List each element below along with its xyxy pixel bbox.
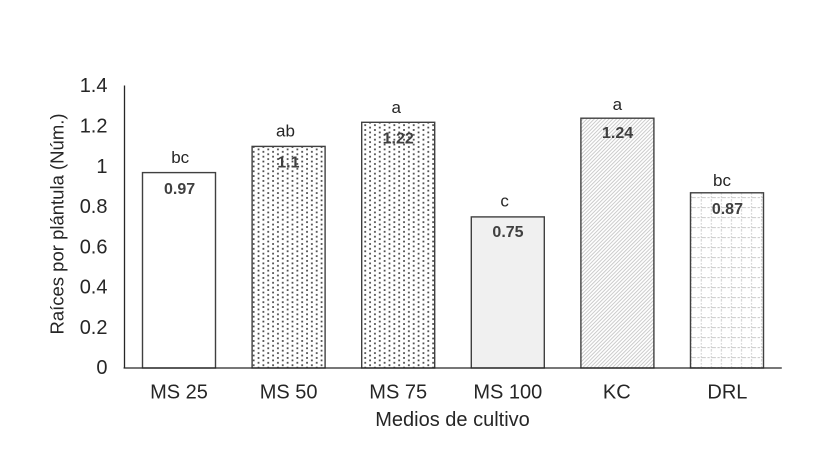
svg-text:Raíces por plántula (Núm.): Raíces por plántula (Núm.) — [47, 113, 68, 334]
svg-text:0.6: 0.6 — [80, 236, 108, 258]
svg-text:0.2: 0.2 — [80, 317, 108, 339]
svg-text:1.2: 1.2 — [80, 116, 108, 138]
svg-text:MS 50: MS 50 — [260, 382, 318, 404]
svg-text:0: 0 — [96, 357, 107, 379]
svg-text:a: a — [613, 95, 623, 114]
svg-text:1.22: 1.22 — [383, 130, 414, 147]
svg-text:MS 100: MS 100 — [473, 382, 542, 404]
svg-text:ab: ab — [276, 121, 295, 140]
svg-text:0.8: 0.8 — [80, 196, 108, 218]
svg-text:MS 25: MS 25 — [150, 382, 208, 404]
svg-text:0.87: 0.87 — [712, 201, 743, 218]
svg-text:MS 75: MS 75 — [369, 382, 427, 404]
svg-text:1.1: 1.1 — [277, 154, 299, 171]
svg-text:c: c — [500, 191, 509, 210]
svg-text:bc: bc — [713, 171, 731, 190]
svg-text:0.97: 0.97 — [164, 181, 195, 198]
svg-text:1.24: 1.24 — [602, 125, 633, 142]
svg-text:1: 1 — [96, 156, 107, 178]
svg-text:a: a — [391, 98, 401, 117]
svg-text:DRL: DRL — [707, 382, 747, 404]
svg-text:0.4: 0.4 — [80, 277, 108, 299]
svg-text:1.4: 1.4 — [80, 75, 108, 97]
svg-text:Medios de cultivo: Medios de cultivo — [375, 409, 530, 431]
svg-text:bc: bc — [171, 148, 189, 167]
svg-text:0.75: 0.75 — [492, 224, 523, 241]
svg-text:KC: KC — [603, 382, 631, 404]
